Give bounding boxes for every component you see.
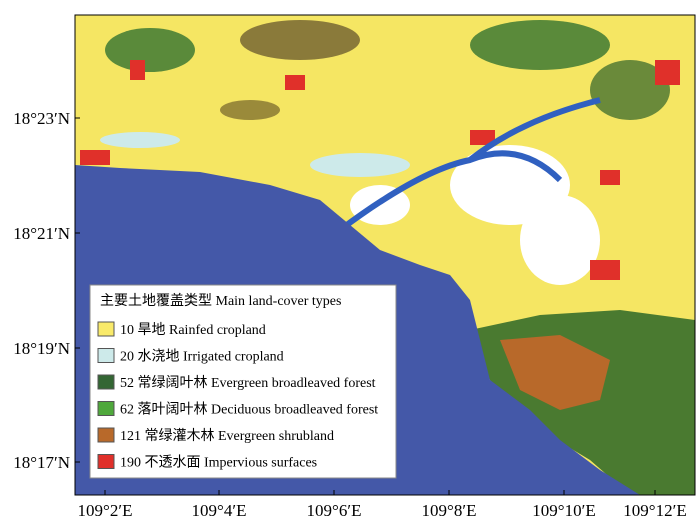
legend-label: 190 不透水面 Impervious surfaces: [120, 455, 317, 471]
legend: 主要土地覆盖类型 Main land-cover types 10 旱地 Rai…: [89, 284, 397, 479]
legend-swatch: [97, 401, 115, 416]
legend-swatch: [97, 454, 115, 469]
x-label: 109°6′E: [307, 501, 362, 520]
legend-swatch: [97, 374, 115, 390]
map-frame: [74, 14, 696, 496]
x-label: 109°2′E: [78, 501, 133, 520]
y-label: 18°23′N: [13, 109, 70, 128]
legend-label: 121 常绿灌木林 Evergreen shrubland: [120, 428, 334, 444]
x-label: 109°8′E: [422, 501, 477, 520]
forest-patches: [105, 20, 670, 120]
y-label: 18°19′N: [13, 339, 70, 358]
y-label: 18°21′N: [13, 224, 70, 243]
x-label: 109°12′E: [623, 501, 686, 520]
impervious: [80, 60, 680, 320]
legend-swatch: [97, 427, 115, 443]
legend-swatch: [97, 321, 115, 337]
irrigated: [100, 132, 410, 177]
y-label: 18°17′N: [13, 453, 70, 472]
legend-label: 10 旱地 Rainfed cropland: [120, 322, 266, 338]
legend-box: [89, 284, 397, 479]
x-label: 109°4′E: [192, 501, 247, 520]
x-label: 109°10′E: [532, 501, 595, 520]
legend-label: 62 落叶阔叶林 Deciduous broadleaved forest: [120, 402, 378, 418]
river: [338, 97, 601, 233]
legend-label: 52 常绿阔叶林 Evergreen broadleaved forest: [120, 375, 376, 391]
legend-swatch: [97, 348, 115, 363]
legend-label: 20 水浇地 Irrigated cropland: [120, 349, 284, 365]
legend-title: 主要土地覆盖类型 Main land-cover types: [100, 293, 341, 309]
shrub: [500, 335, 610, 410]
axis-labels: 18°23′N 18°21′N 18°19′N 18°17′N 109°2′E 109°4…: [13, 109, 687, 520]
